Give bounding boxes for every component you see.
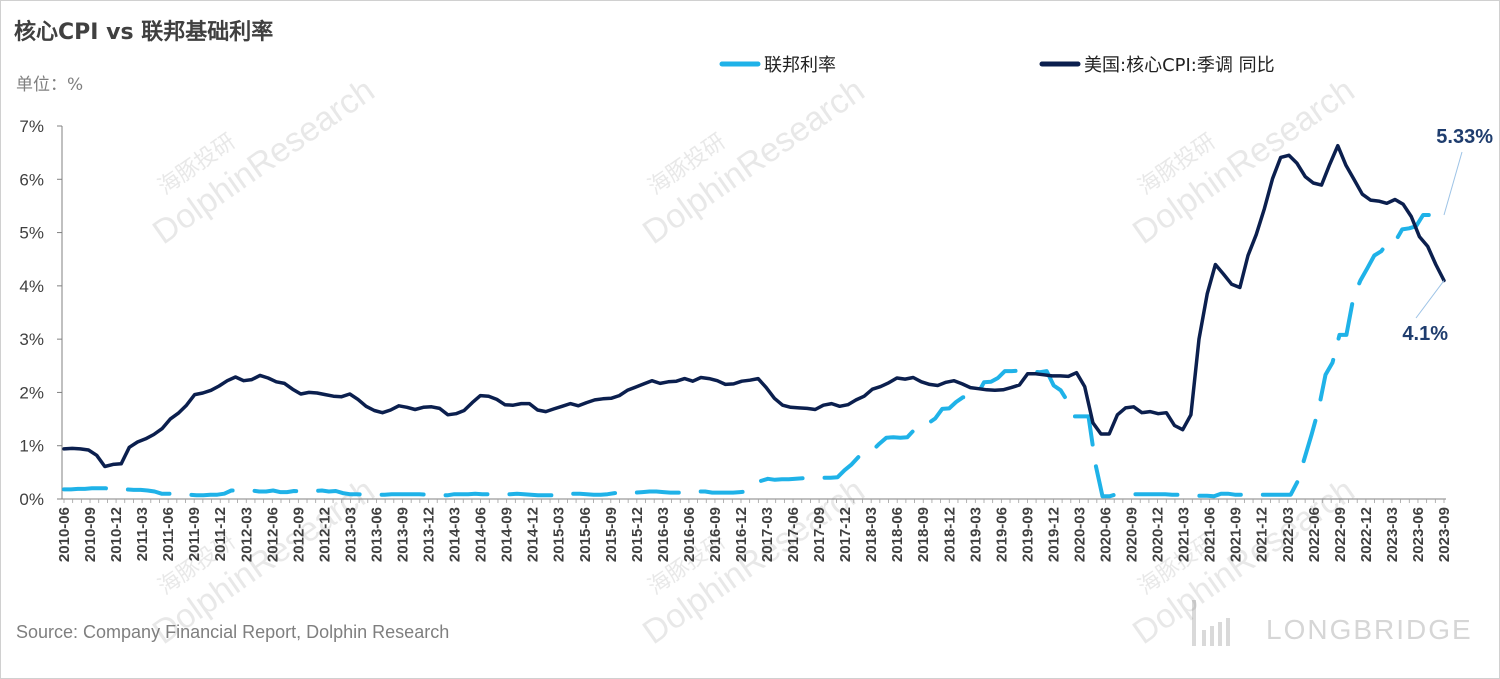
- x-tick-label: 2015-09: [603, 507, 620, 562]
- unit-label: 单位：%: [16, 75, 84, 95]
- annotation-fed-rate: 5.33%: [1436, 126, 1493, 148]
- y-tick-label: 0%: [19, 490, 44, 509]
- x-tick-label: 2011-03: [134, 507, 151, 561]
- x-tick-label: 2017-03: [759, 507, 776, 562]
- x-tick-label: 2014-12: [525, 507, 542, 562]
- legend-fed-rate-label: 联邦利率: [764, 55, 836, 76]
- x-tick-label: 2016-12: [733, 507, 750, 562]
- chart-title: 核心CPI vs 联邦基础利率: [14, 20, 274, 45]
- x-tick-label: 2014-09: [499, 507, 516, 562]
- annotation-leader-core-cpi: [1415, 280, 1445, 319]
- x-tick-label: 2020-06: [1098, 507, 1115, 562]
- series-core-cpi-line: [62, 143, 1446, 469]
- y-tick-label: 3%: [19, 330, 44, 349]
- x-tick-label: 2017-06: [785, 507, 802, 562]
- x-tick-label: 2018-03: [863, 507, 880, 562]
- series-fed-rate-line: [62, 213, 1446, 499]
- x-tick-label: 2010-09: [82, 507, 99, 562]
- x-tick-label: 2016-09: [707, 507, 724, 562]
- x-tick-label: 2022-03: [1280, 507, 1297, 562]
- x-tick-label: 2014-03: [447, 507, 464, 562]
- annotation-leader-fed-rate: [1443, 151, 1463, 216]
- x-tick-label: 2015-06: [577, 507, 594, 562]
- x-tick-label: 2016-03: [655, 507, 672, 562]
- x-tick-label: 2019-03: [967, 507, 984, 562]
- x-tick-label: 2021-03: [1176, 507, 1193, 562]
- x-tick-label: 2012-09: [290, 507, 307, 562]
- x-tick-label: 2012-03: [238, 507, 255, 562]
- x-tick-label: 2021-06: [1202, 507, 1219, 562]
- x-tick-label: 2018-06: [889, 507, 906, 562]
- x-tick-label: 2020-12: [1150, 507, 1167, 562]
- y-tick-label: 6%: [19, 170, 44, 189]
- x-tick-label: 2011-12: [212, 507, 229, 561]
- x-tick-label: 2021-12: [1254, 507, 1271, 562]
- x-tick-label: 2013-09: [394, 507, 411, 562]
- x-tick-label: 2022-12: [1358, 507, 1375, 562]
- x-tick-label: 2013-03: [342, 507, 359, 562]
- x-tick-label: 2020-03: [1071, 507, 1088, 562]
- x-tick-label: 2022-09: [1332, 507, 1349, 562]
- x-tick-label: 2010-12: [108, 507, 125, 562]
- y-tick-label: 1%: [19, 437, 44, 456]
- y-tick-label: 4%: [19, 277, 44, 296]
- x-tick-label: 2019-06: [993, 507, 1010, 562]
- x-tick-label: 2011-06: [160, 507, 177, 561]
- source-note: Source: Company Financial Report, Dolphi…: [16, 622, 450, 642]
- x-tick-label: 2018-12: [941, 507, 958, 562]
- x-tick-label: 2019-12: [1045, 507, 1062, 562]
- x-tick-label: 2012-12: [316, 507, 333, 562]
- x-tick-label: 2012-06: [264, 507, 281, 562]
- x-tick-label: 2010-06: [56, 507, 73, 562]
- y-tick-label: 7%: [19, 117, 44, 136]
- x-tick-label: 2017-09: [811, 507, 828, 562]
- x-tick-label: 2013-06: [368, 507, 385, 562]
- y-tick-label: 5%: [19, 224, 44, 243]
- x-tick-label: 2023-09: [1436, 507, 1453, 562]
- x-tick-label: 2017-12: [837, 507, 854, 562]
- x-tick-label: 2015-12: [629, 507, 646, 562]
- brand-bars-icon: [1192, 600, 1230, 646]
- x-tick-label: 2013-12: [421, 507, 438, 562]
- x-tick-label: 2016-06: [681, 507, 698, 562]
- annotation-core-cpi: 4.1%: [1402, 323, 1448, 345]
- x-tick-label: 2023-06: [1410, 507, 1427, 562]
- x-tick-label: 2014-06: [473, 507, 490, 562]
- x-tick-label: 2019-09: [1019, 507, 1036, 562]
- x-tick-label: 2018-09: [915, 507, 932, 562]
- x-tick-label: 2020-09: [1124, 507, 1141, 562]
- x-tick-label: 2023-03: [1384, 507, 1401, 562]
- x-tick-label: 2015-03: [551, 507, 568, 562]
- brand-logo: LONGBRIDGE: [1192, 600, 1473, 646]
- x-tick-label: 2022-06: [1306, 507, 1323, 562]
- x-tick-label: 2011-09: [186, 507, 203, 561]
- x-tick-label: 2021-09: [1228, 507, 1245, 562]
- y-tick-label: 2%: [19, 383, 44, 402]
- brand-name: LONGBRIDGE: [1266, 614, 1473, 645]
- legend-core-cpi-label: 美国:核心CPI:季调 同比: [1084, 55, 1275, 76]
